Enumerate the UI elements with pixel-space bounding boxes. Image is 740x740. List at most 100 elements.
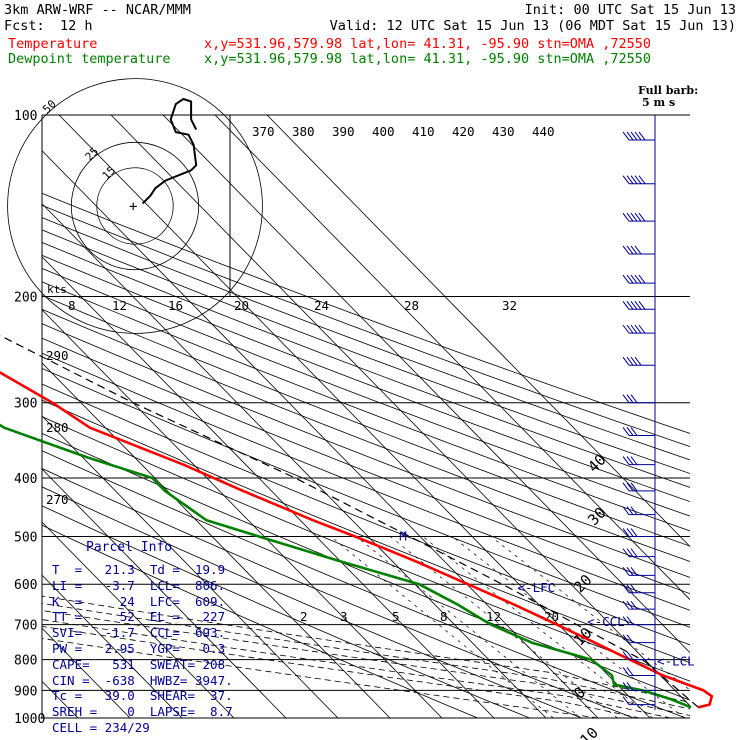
- parcel-info-row: CELL = 234/29: [52, 719, 150, 735]
- wind-barb-flag: [622, 482, 630, 492]
- parcel-trajectory: [0, 334, 699, 708]
- wind-barb-flag: [622, 212, 630, 222]
- wind-barb-flag: [634, 131, 642, 141]
- mixing-ratio-label: 5: [392, 609, 400, 624]
- theta-label: 280: [46, 420, 69, 435]
- wind-barb-flag: [626, 667, 634, 676]
- wind-barb-flag: [622, 506, 630, 515]
- wind-barb-flag: [622, 600, 630, 610]
- dry-adiabat-line: [42, 229, 690, 474]
- wind-barb-flag: [622, 274, 630, 284]
- dry-adiabat-line: [42, 352, 690, 611]
- barb-legend-line2: 5 m s: [642, 96, 676, 109]
- wind-barb-flag: [630, 567, 638, 576]
- wind-barb-flag: [626, 506, 634, 515]
- dry-adiabat-line: [42, 383, 690, 646]
- moist-adiabats: [42, 595, 690, 718]
- theta-label: 410: [412, 124, 435, 139]
- wind-barb-flag: [638, 274, 646, 284]
- wind-barb-flag: [630, 456, 638, 465]
- wind-barb-flag: [626, 567, 634, 576]
- mixing-ratio-label: 2: [300, 609, 308, 624]
- wind-barb-flag: [626, 212, 634, 222]
- moist-adiabat-line: [42, 602, 690, 710]
- wind-barb-flag: [626, 600, 634, 610]
- level-marker-label: <-CCL: [587, 614, 625, 629]
- wind-barb-flag: [622, 394, 630, 404]
- wind-barb-flag: [630, 506, 638, 515]
- wind-barb-flag: [630, 427, 638, 436]
- wind-barb-flag: [634, 245, 642, 255]
- mixing-ratio-label: 12: [486, 609, 501, 624]
- temperature-trace: [0, 370, 714, 709]
- mixing-ratio-line: [356, 536, 582, 718]
- isotherm-line: [42, 468, 287, 718]
- wind-barb-flag: [626, 274, 634, 284]
- dry-adiabat-line: [42, 217, 690, 461]
- mixing-ratio-label: 3: [340, 609, 348, 624]
- barb-legend-line1: Full barb:: [638, 84, 699, 97]
- wind-barb-flag: [626, 634, 634, 643]
- hodograph-ring: [96, 167, 174, 245]
- wind-barb-flag: [622, 651, 630, 660]
- wind-barb-flag: [630, 356, 638, 366]
- wind-barb-flag: [622, 696, 630, 705]
- hodograph-trace: [141, 98, 198, 205]
- wind-barb-flag: [634, 175, 642, 185]
- dry-adiabat-line: [42, 468, 635, 718]
- level-marker-label: <-LCL: [657, 654, 695, 669]
- dry-adiabat-line: [42, 524, 479, 718]
- parcel-info-row: PW = 2.95 YGP= 0.3: [52, 640, 226, 656]
- isotherm-line: [162, 115, 690, 654]
- wind-barb-flag: [622, 548, 630, 557]
- wind-barb-flag: [638, 131, 646, 141]
- dry-adiabat-line: [42, 192, 690, 434]
- wind-barb-flag: [630, 300, 638, 310]
- wind-barb-flag: [630, 600, 638, 610]
- isotherm-label: -10: [570, 724, 602, 740]
- pressure-tick-label: 200: [14, 291, 37, 306]
- hodograph-ring-label: 15: [100, 164, 119, 183]
- wind-barb-flag: [622, 427, 630, 436]
- wind-barb-flag: [622, 356, 630, 366]
- wind-barb-flag: [622, 584, 630, 594]
- dewpoint-location: x,y=531.96,579.98 lat,lon= 41.31, -95.90…: [204, 51, 652, 67]
- parcel-info-row: T = 21.3 Td = 19.9: [52, 562, 226, 577]
- theta-label: 430: [492, 124, 515, 139]
- wind-barb-flag: [622, 131, 630, 141]
- dry-adiabat-line: [42, 281, 690, 532]
- hodograph-ring-label: 25: [83, 145, 102, 164]
- wind-barb-flag: [626, 482, 634, 492]
- wind-barb-flag: [630, 584, 638, 594]
- isotherm-label: 20: [570, 571, 596, 597]
- wind-barb-flag: [622, 682, 630, 691]
- dry-adiabat-line: [42, 204, 690, 447]
- moist-adiabat-line: [42, 610, 690, 716]
- mixing-ratio-label: 12: [112, 298, 127, 313]
- fcst-value: 12 h: [60, 18, 93, 34]
- wind-barb-flag: [634, 324, 642, 334]
- dry-adiabat-line: [42, 505, 531, 718]
- fcst-label: Fcst:: [4, 18, 45, 34]
- wind-barb-flag: [622, 616, 630, 625]
- mixing-ratio-label: 16: [168, 298, 183, 313]
- pressure-tick-label: 500: [14, 530, 37, 545]
- init-time: Init: 00 UTC Sat 15 Jun 13: [524, 2, 736, 18]
- pressure-tick-label: 1000: [14, 712, 45, 727]
- wind-barb-flag: [622, 324, 630, 334]
- wind-barb-flag: [622, 634, 630, 643]
- isotherm-line: [214, 115, 690, 601]
- wind-barb-flag: [626, 245, 634, 255]
- parcel-info-row: TT = 52 EL = 227: [52, 609, 226, 625]
- moist-adiabat-line: [42, 595, 690, 703]
- wind-barb-flag: [630, 482, 638, 492]
- pressure-tick-label: 800: [14, 654, 37, 669]
- model-title: 3km ARW-WRF -- NCAR/MMM: [4, 2, 191, 18]
- wind-barb-flag: [630, 245, 638, 255]
- parcel-info-row: K = 24 LFC= 609.: [52, 593, 226, 609]
- wind-barb-flag: [634, 300, 642, 310]
- wind-barb-flag: [626, 356, 634, 366]
- pressure-tick-label: 600: [14, 578, 37, 593]
